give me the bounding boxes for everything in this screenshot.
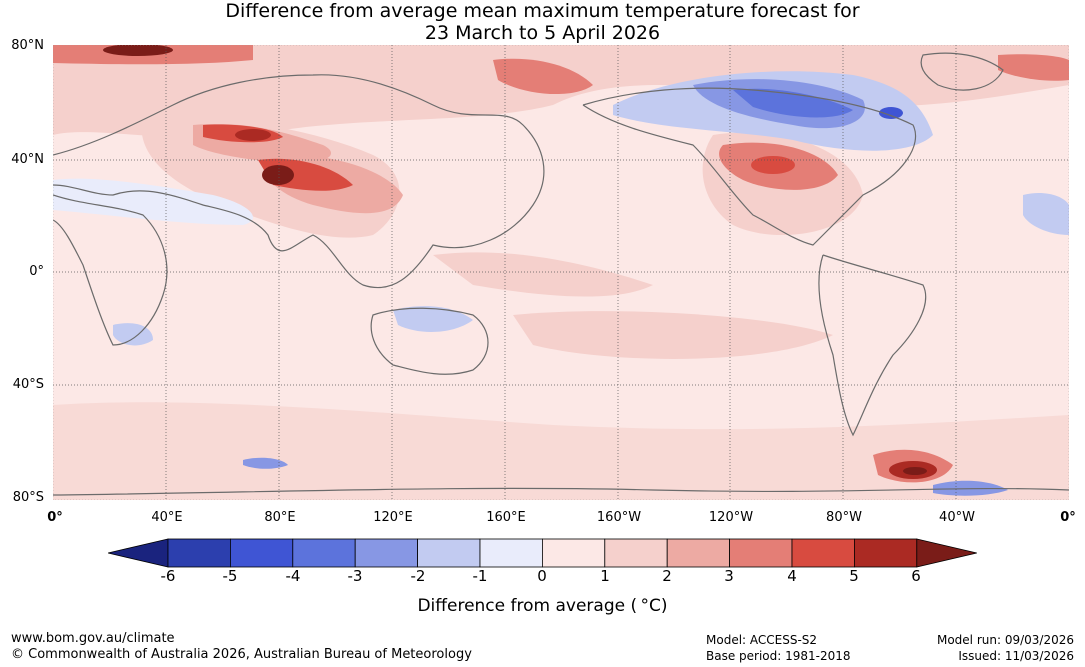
lon-label-120w: 120°W (708, 510, 754, 525)
colorbar-cell (854, 538, 918, 568)
field-usa-hotter (751, 156, 795, 174)
colorbar-cells (108, 538, 977, 568)
lat-label-0: 0° (29, 264, 44, 279)
lat-label-40s: 40°S (12, 377, 44, 392)
anomaly-fields (53, 45, 1069, 500)
colorbar-tick: -1 (472, 567, 488, 585)
colorbar-cell (604, 538, 668, 568)
lat-label-80s: 80°S (12, 490, 44, 505)
colorbar-extend-high (916, 538, 977, 568)
colorbar-cell (541, 538, 606, 568)
graticule (53, 45, 1069, 500)
colorbar-tick: -4 (285, 567, 301, 585)
colorbar-tick: -6 (160, 567, 176, 585)
field-southern-ocean-warm (53, 402, 1069, 500)
colorbar-tick: 3 (724, 567, 734, 585)
colorbar-cell (417, 538, 481, 568)
colorbar-extend-low (108, 538, 169, 568)
coast-australia (370, 307, 489, 375)
footer-model-run: Model run: 09/03/2026 (936, 633, 1074, 647)
field-canada-coldest (733, 88, 853, 118)
colorbar-cell (292, 538, 356, 568)
lat-label-40n: 40°N (11, 152, 44, 167)
field-hudson-cold (879, 107, 903, 119)
lon-label-40w: 40°W (939, 510, 975, 525)
footer-website[interactable]: www.bom.gov.au/climate (11, 631, 175, 646)
colorbar (108, 538, 977, 568)
field-asia-extreme (235, 129, 271, 141)
coastlines (53, 52, 1069, 496)
colorbar-cell (666, 538, 731, 568)
field-antarctic-extreme (903, 467, 927, 475)
colorbar-label: Difference from average ( °C) (417, 596, 668, 616)
coast-africa (53, 194, 168, 346)
lon-label-160w: 160°W (596, 510, 642, 525)
lon-label-80e: 80°E (264, 510, 296, 525)
footer-copyright: © Commonwealth of Australia 2026, Austra… (11, 647, 472, 662)
colorbar-tick: 5 (849, 567, 859, 585)
field-north-africa-cool (53, 178, 253, 225)
chart-title-line2: 23 March to 5 April 2026 (424, 22, 661, 44)
field-atlantic-cool (1023, 193, 1069, 235)
colorbar-tick: 1 (600, 567, 610, 585)
footer-issued: Issued: 11/03/2026 (958, 649, 1074, 663)
colorbar-cell (354, 538, 418, 568)
chart-title-line1: Difference from average mean maximum tem… (225, 0, 860, 22)
coast-antarctica (53, 487, 1069, 496)
footer-model: Model: ACCESS-S2 (706, 633, 818, 647)
temperature-anomaly-map (53, 45, 1069, 500)
lon-label-120e: 120°E (373, 510, 413, 525)
colorbar-tick: -5 (222, 567, 238, 585)
field-weddell-cool (933, 480, 1008, 496)
field-south-pacific-warm (513, 311, 833, 359)
colorbar-tick: 6 (911, 567, 921, 585)
colorbar-tick: 0 (537, 567, 547, 585)
field-pacific-warm (433, 252, 653, 297)
colorbar-cell (479, 538, 543, 568)
lon-label-80w: 80°W (826, 510, 862, 525)
colorbar-tick: 4 (787, 567, 797, 585)
coast-greenland (920, 52, 1004, 91)
field-siberia-hot (493, 58, 593, 95)
colorbar-tick: -3 (347, 567, 363, 585)
field-india-extreme (262, 165, 294, 185)
colorbar-cell (791, 538, 855, 568)
colorbar-cell (230, 538, 294, 568)
lat-label-80n: 80°N (11, 38, 44, 53)
field-south-africa-cool (113, 323, 153, 346)
colorbar-tick: 2 (662, 567, 672, 585)
coast-south-america (818, 254, 927, 437)
colorbar-cell (167, 538, 231, 568)
lon-label-160e: 160°E (486, 510, 526, 525)
coast-eurasia (53, 74, 545, 289)
lon-label-0-right: 0° (1060, 510, 1076, 525)
field-greenland-hot (998, 54, 1069, 81)
colorbar-tick: -2 (410, 567, 426, 585)
field-south-indian-cool (243, 457, 288, 469)
lon-label-40e: 40°E (151, 510, 183, 525)
footer-base-period: Base period: 1981-2018 (706, 649, 851, 663)
lon-label-0-left: 0° (47, 510, 63, 525)
field-australia-cool (393, 306, 473, 332)
colorbar-cell (729, 538, 793, 568)
coast-north-america (582, 87, 917, 246)
field-north-europe-extreme (103, 45, 173, 56)
